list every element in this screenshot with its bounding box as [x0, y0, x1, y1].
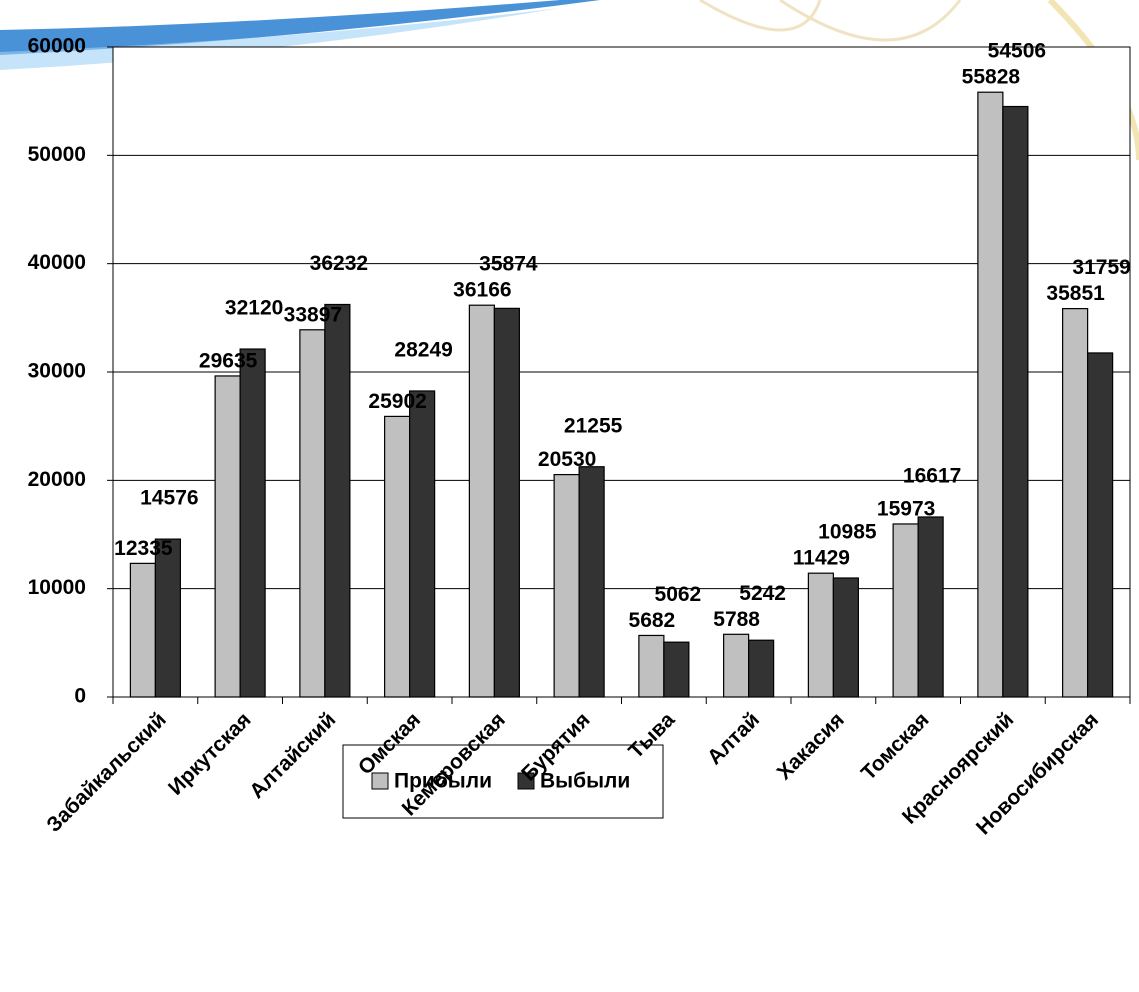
- bar: [299, 329, 326, 698]
- data-label: 14576: [140, 487, 198, 510]
- x-tick-label: Иркутская: [164, 708, 256, 800]
- bar: [468, 304, 495, 698]
- data-label: 35874: [479, 253, 538, 276]
- legend-label: Выбыли: [540, 770, 630, 793]
- data-label: 33897: [284, 303, 342, 326]
- bar: [129, 562, 156, 698]
- bar: [638, 634, 665, 698]
- y-tick-label: 40000: [28, 251, 86, 274]
- data-label: 16617: [903, 465, 961, 488]
- data-label: 5242: [739, 582, 786, 605]
- bar: [1002, 105, 1029, 698]
- data-label: 32120: [225, 297, 283, 320]
- data-label: 54506: [988, 40, 1046, 63]
- y-tick-label: 0: [74, 685, 86, 708]
- bar: [553, 473, 580, 698]
- y-tick-label: 60000: [28, 35, 86, 58]
- bar: [892, 523, 919, 698]
- data-label: 5682: [629, 609, 676, 632]
- bar: [723, 633, 750, 698]
- data-label: 55828: [962, 66, 1021, 89]
- legend-label: Прибыли: [394, 770, 492, 793]
- legend-swatch: [517, 772, 535, 790]
- bar: [663, 641, 690, 698]
- data-label: 29635: [199, 350, 258, 373]
- y-tick-label: 50000: [28, 143, 86, 166]
- bar: [409, 390, 436, 698]
- x-tick-label: Алтайский: [245, 708, 340, 803]
- y-tick-label: 10000: [28, 576, 86, 599]
- y-tick-label: 20000: [28, 468, 86, 491]
- data-label: 10985: [818, 521, 877, 544]
- x-tick-label: Забайкальский: [42, 708, 171, 837]
- bar: [977, 91, 1004, 698]
- legend-swatch: [371, 772, 389, 790]
- bar: [917, 516, 944, 698]
- bar: [1087, 352, 1114, 698]
- bar: [324, 303, 351, 698]
- bar: [832, 577, 859, 698]
- bar: [154, 538, 181, 698]
- data-label: 36166: [453, 279, 511, 302]
- data-label: 21255: [564, 414, 623, 437]
- bar: [1062, 308, 1089, 698]
- data-label: 35851: [1046, 282, 1105, 305]
- data-label: 36232: [310, 252, 368, 275]
- bar: [807, 572, 834, 698]
- data-label: 5062: [655, 583, 702, 606]
- data-label: 11429: [793, 547, 850, 570]
- bar: [239, 348, 266, 698]
- legend: Прибыли Выбыли: [342, 744, 664, 819]
- data-label: 20530: [538, 448, 596, 471]
- data-label: 5788: [713, 608, 760, 631]
- data-label: 25902: [368, 390, 426, 413]
- bar: [493, 307, 520, 698]
- data-label: 31759: [1072, 256, 1130, 279]
- bar: [748, 639, 775, 698]
- data-label: 28249: [394, 339, 452, 362]
- bar: [578, 466, 605, 698]
- data-label: 15973: [877, 498, 935, 521]
- data-label: 12335: [114, 537, 173, 560]
- x-tick-label: Хакасия: [773, 708, 849, 784]
- legend-box: [342, 744, 664, 819]
- bar: [384, 415, 411, 698]
- y-tick-label: 30000: [28, 360, 86, 383]
- x-tick-label: Томская: [857, 708, 934, 785]
- bar: [214, 375, 241, 698]
- x-tick-label: Алтай: [703, 708, 764, 769]
